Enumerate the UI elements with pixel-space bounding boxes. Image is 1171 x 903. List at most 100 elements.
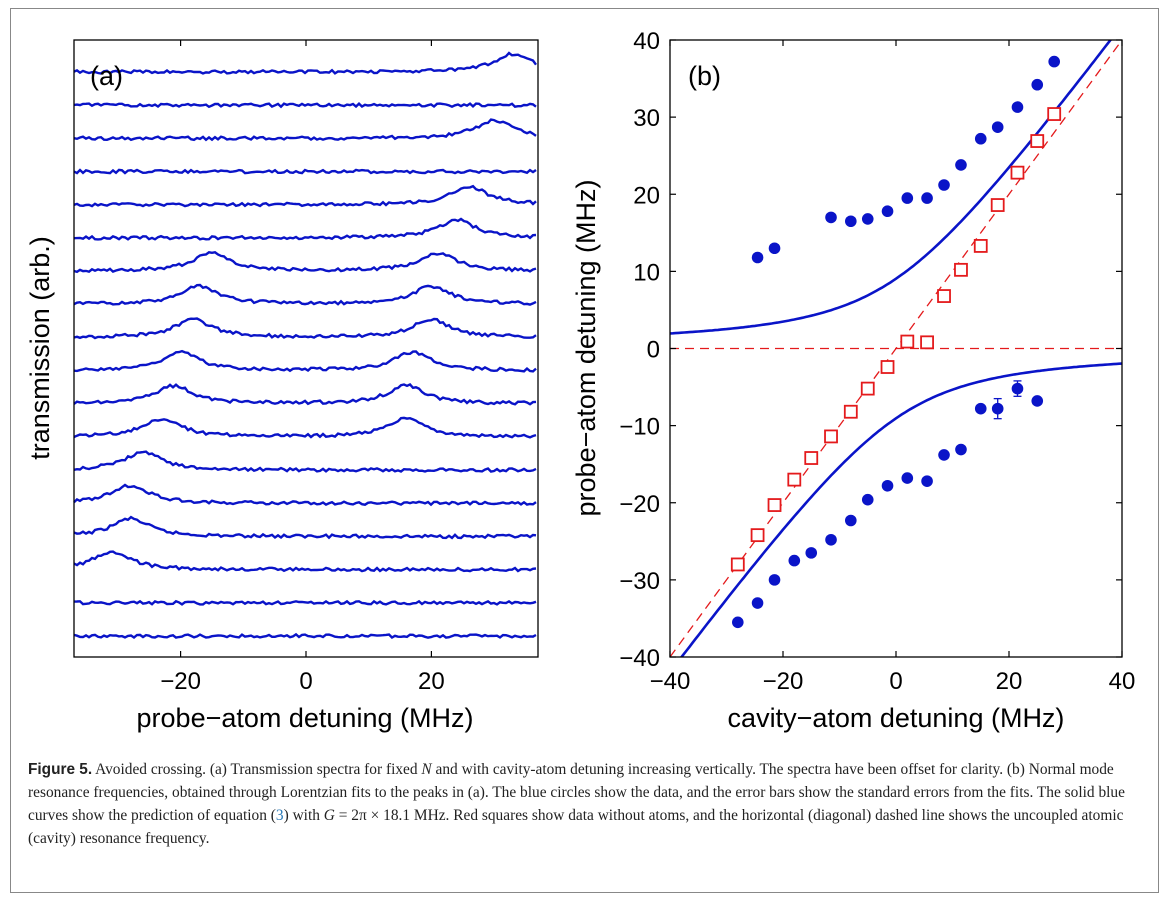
spectrum-trace bbox=[73, 317, 537, 340]
data-point bbox=[845, 514, 857, 527]
caption-var-g: G bbox=[323, 807, 335, 824]
y-tick-label: −40 bbox=[619, 645, 660, 672]
spectrum-trace bbox=[73, 483, 537, 507]
panel-a-xlabel: probe−atom detuning (MHz) bbox=[137, 703, 474, 733]
panel-b-xlabel: cavity−atom detuning (MHz) bbox=[728, 703, 1065, 733]
x-tick-label: 0 bbox=[889, 668, 902, 695]
data-point bbox=[901, 192, 914, 204]
data-point bbox=[991, 402, 1004, 415]
data-point bbox=[1011, 382, 1024, 395]
caption-text-4: = 2π × 18.1 MHz. Red squares show data w… bbox=[28, 807, 1124, 847]
x-tick-label: 0 bbox=[299, 668, 312, 695]
no-atom-square bbox=[1047, 107, 1062, 121]
panel-b-ticks: −40 −20 0 20 40 −40 −30 −20 −10 0 10 20 30 40 bbox=[619, 28, 1135, 695]
data-point bbox=[921, 192, 933, 204]
panel-a-ticks: −20 0 20 bbox=[160, 40, 445, 695]
spectrum-trace bbox=[73, 251, 537, 274]
no-atom-square bbox=[767, 498, 782, 512]
spectrum-trace bbox=[73, 184, 537, 208]
data-point bbox=[1031, 395, 1044, 407]
data-point bbox=[751, 597, 764, 609]
y-tick-label: 40 bbox=[633, 28, 660, 55]
no-atom-square bbox=[804, 451, 819, 465]
spectrum-trace bbox=[73, 383, 537, 406]
y-tick-label: −10 bbox=[619, 414, 660, 441]
data-point bbox=[955, 159, 967, 171]
data-point bbox=[974, 402, 987, 415]
data-point bbox=[901, 472, 914, 484]
data-point bbox=[938, 179, 950, 191]
spectrum-trace bbox=[73, 102, 537, 109]
caption-text-3: ) with bbox=[283, 807, 324, 824]
upper-theory-curve bbox=[670, 40, 1113, 335]
data-point bbox=[845, 215, 857, 228]
data-point bbox=[751, 251, 764, 264]
data-point bbox=[1031, 78, 1044, 91]
y-tick-label: −30 bbox=[619, 568, 660, 595]
caption-text-2: and with cavity-atom detuning increasing… bbox=[28, 761, 1125, 824]
spectrum-trace bbox=[73, 599, 537, 606]
data-point bbox=[881, 205, 894, 218]
data-point bbox=[921, 475, 933, 487]
no-atom-square bbox=[750, 528, 765, 543]
y-tick-label: 10 bbox=[633, 259, 660, 286]
data-point bbox=[955, 443, 967, 456]
figure-caption: Figure 5. Avoided crossing. (a) Transmis… bbox=[28, 758, 1144, 850]
no-atom-square bbox=[860, 381, 875, 396]
no-atom-square bbox=[990, 198, 1005, 212]
x-tick-label: −20 bbox=[160, 668, 201, 695]
lower-theory-curve bbox=[679, 362, 1122, 657]
no-atom-square bbox=[880, 360, 895, 374]
panel-a-ylabel: transmission (arb.) bbox=[25, 236, 55, 460]
panel-a-traces bbox=[73, 51, 537, 639]
panel-b-label: (b) bbox=[688, 61, 721, 91]
spectrum-trace bbox=[73, 416, 537, 439]
caption-equation-link[interactable]: 3 bbox=[275, 807, 284, 824]
data-point bbox=[805, 547, 818, 559]
no-atom-square bbox=[920, 335, 934, 350]
data-point bbox=[1048, 55, 1060, 68]
caption-figure-label: Figure 5. bbox=[28, 761, 93, 778]
y-tick-label: 30 bbox=[633, 105, 660, 132]
data-point bbox=[991, 121, 1004, 133]
spectrum-trace bbox=[73, 51, 537, 75]
y-tick-label: −20 bbox=[619, 491, 660, 518]
panel-b: −40 −20 0 20 40 −40 −30 −20 −10 0 10 20 30 40 (b) pro… bbox=[571, 28, 1135, 733]
x-tick-label: −20 bbox=[763, 668, 804, 695]
data-point bbox=[938, 449, 950, 461]
no-atom-square bbox=[824, 429, 838, 444]
spectrum-trace bbox=[73, 515, 537, 540]
no-atom-square bbox=[900, 334, 915, 349]
data-point bbox=[788, 554, 801, 567]
spectrum-trace bbox=[73, 450, 537, 473]
data-point bbox=[732, 616, 744, 629]
spectrum-trace bbox=[73, 118, 537, 142]
data-point bbox=[974, 132, 987, 145]
caption-var-n: N bbox=[421, 761, 432, 778]
data-point bbox=[825, 211, 837, 224]
no-atom-square bbox=[1030, 134, 1045, 148]
data-point bbox=[1011, 101, 1024, 113]
spectrum-trace bbox=[73, 632, 537, 639]
panel-a: −20 0 20 (a) transmission (arb.) probe−ato… bbox=[25, 39, 539, 733]
no-atom-square bbox=[730, 557, 745, 572]
cavity-resonance-line bbox=[670, 40, 1122, 657]
y-tick-label: 0 bbox=[647, 337, 660, 364]
panel-b-ylabel: probe−atom detuning (MHz) bbox=[571, 180, 601, 517]
data-point bbox=[861, 493, 874, 506]
data-point bbox=[768, 574, 781, 586]
spectrum-trace bbox=[73, 168, 537, 175]
data-point bbox=[881, 479, 894, 492]
data-point bbox=[825, 533, 837, 546]
spectrum-trace bbox=[73, 217, 537, 241]
no-atom-square bbox=[1010, 165, 1025, 180]
figure-frame bbox=[10, 8, 1159, 893]
data-point bbox=[861, 213, 874, 225]
no-atom-square bbox=[954, 262, 968, 277]
x-tick-label: 20 bbox=[996, 668, 1023, 695]
x-tick-label: 40 bbox=[1109, 668, 1136, 695]
spectrum-trace bbox=[73, 550, 537, 573]
no-atom-square bbox=[843, 404, 858, 419]
no-atom-square bbox=[787, 472, 802, 487]
